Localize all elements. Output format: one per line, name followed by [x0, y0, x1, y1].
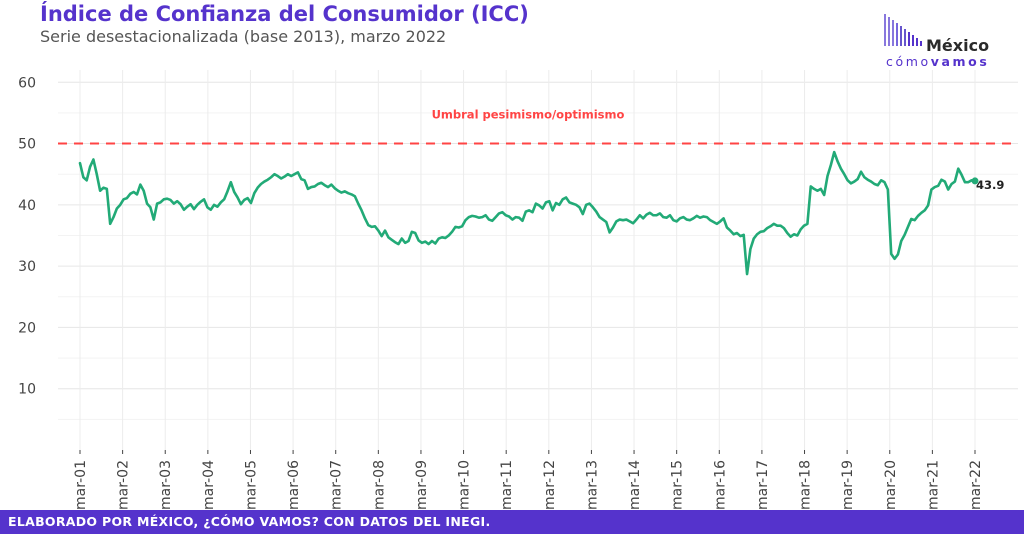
logo-subtitle: cómovamos [886, 54, 989, 69]
x-tick-label: mar-11 [499, 460, 515, 510]
y-tick-label: 40 [18, 198, 36, 214]
x-axis-tick-labels: mar-01 mar-02 mar-03 mar-04 mar-05 mar-06 mar-… [73, 460, 984, 510]
x-tick-label: mar-22 [968, 460, 984, 510]
chart-title: Índice de Confianza del Consumidor (ICC) [40, 2, 529, 26]
x-tick-label: mar-20 [883, 460, 899, 510]
y-axis-tick-labels: 10 20 30 40 50 60 [18, 75, 36, 397]
x-tick-label: mar-16 [712, 460, 728, 510]
x-tick-label: mar-12 [542, 460, 558, 510]
x-tick-label: mar-21 [925, 460, 941, 510]
mexico-como-vamos-logo: México cómovamos [882, 14, 1012, 70]
y-tick-label: 10 [18, 382, 36, 398]
y-tick-label: 20 [18, 320, 36, 336]
y-tick-label: 60 [18, 75, 36, 91]
series-group: 43.9 [78, 150, 1004, 276]
x-tick-label: mar-09 [414, 460, 430, 510]
last-point-marker [971, 177, 979, 185]
x-tick-label: mar-17 [755, 460, 771, 510]
last-point-label: 43.9 [976, 178, 1004, 192]
x-tick-label: mar-02 [116, 460, 132, 510]
x-tick-label: mar-14 [627, 460, 643, 510]
logo-bars-icon [884, 14, 922, 46]
x-tick-label: mar-19 [840, 460, 856, 510]
x-tick-label: mar-01 [73, 460, 89, 510]
footer-source: ELABORADO POR MÉXICO, ¿CÓMO VAMOS? CON D… [8, 514, 491, 529]
icc-series-line [78, 150, 977, 276]
x-tick-label: mar-18 [798, 460, 814, 510]
y-tick-label: 30 [18, 259, 36, 275]
x-tick-label: mar-04 [201, 460, 217, 510]
x-tick-label: mar-06 [286, 460, 302, 510]
x-tick-label: mar-08 [371, 460, 387, 510]
x-tick-label: mar-15 [670, 460, 686, 510]
logo-word: México [926, 36, 990, 55]
x-tick-label: mar-13 [584, 460, 600, 510]
x-tick-label: mar-03 [158, 460, 174, 510]
logo-sub-light: cómo [886, 54, 931, 69]
threshold-label: Umbral pesimismo/optimismo [432, 108, 625, 122]
threshold-group: Umbral pesimismo/optimismo [58, 108, 1018, 145]
x-tick-label: mar-10 [457, 460, 473, 510]
x-tick-label: mar-05 [243, 460, 259, 510]
grid-lines [58, 70, 1018, 454]
x-tick-label: mar-07 [329, 460, 345, 510]
chart-subtitle: Serie desestacionalizada (base 2013), ma… [40, 27, 447, 46]
y-tick-label: 50 [18, 137, 36, 153]
footer-bar: ELABORADO POR MÉXICO, ¿CÓMO VAMOS? CON D… [0, 510, 1024, 534]
logo-sub-bold: vamos [930, 54, 990, 69]
